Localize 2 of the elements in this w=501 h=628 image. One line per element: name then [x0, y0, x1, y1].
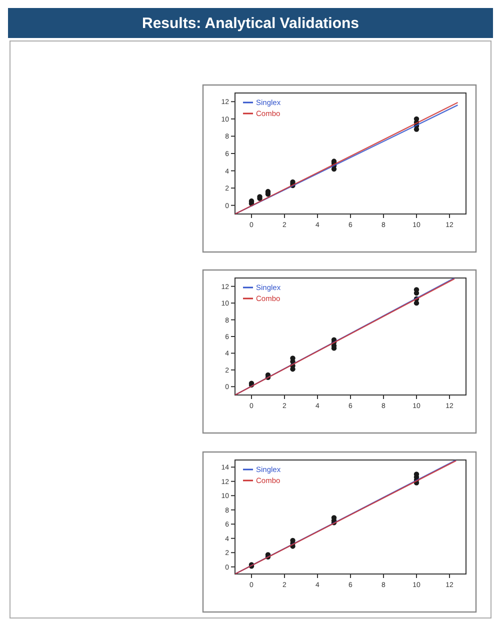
chart-title: Results: Analytical Validations — [142, 15, 360, 32]
point — [290, 356, 296, 361]
